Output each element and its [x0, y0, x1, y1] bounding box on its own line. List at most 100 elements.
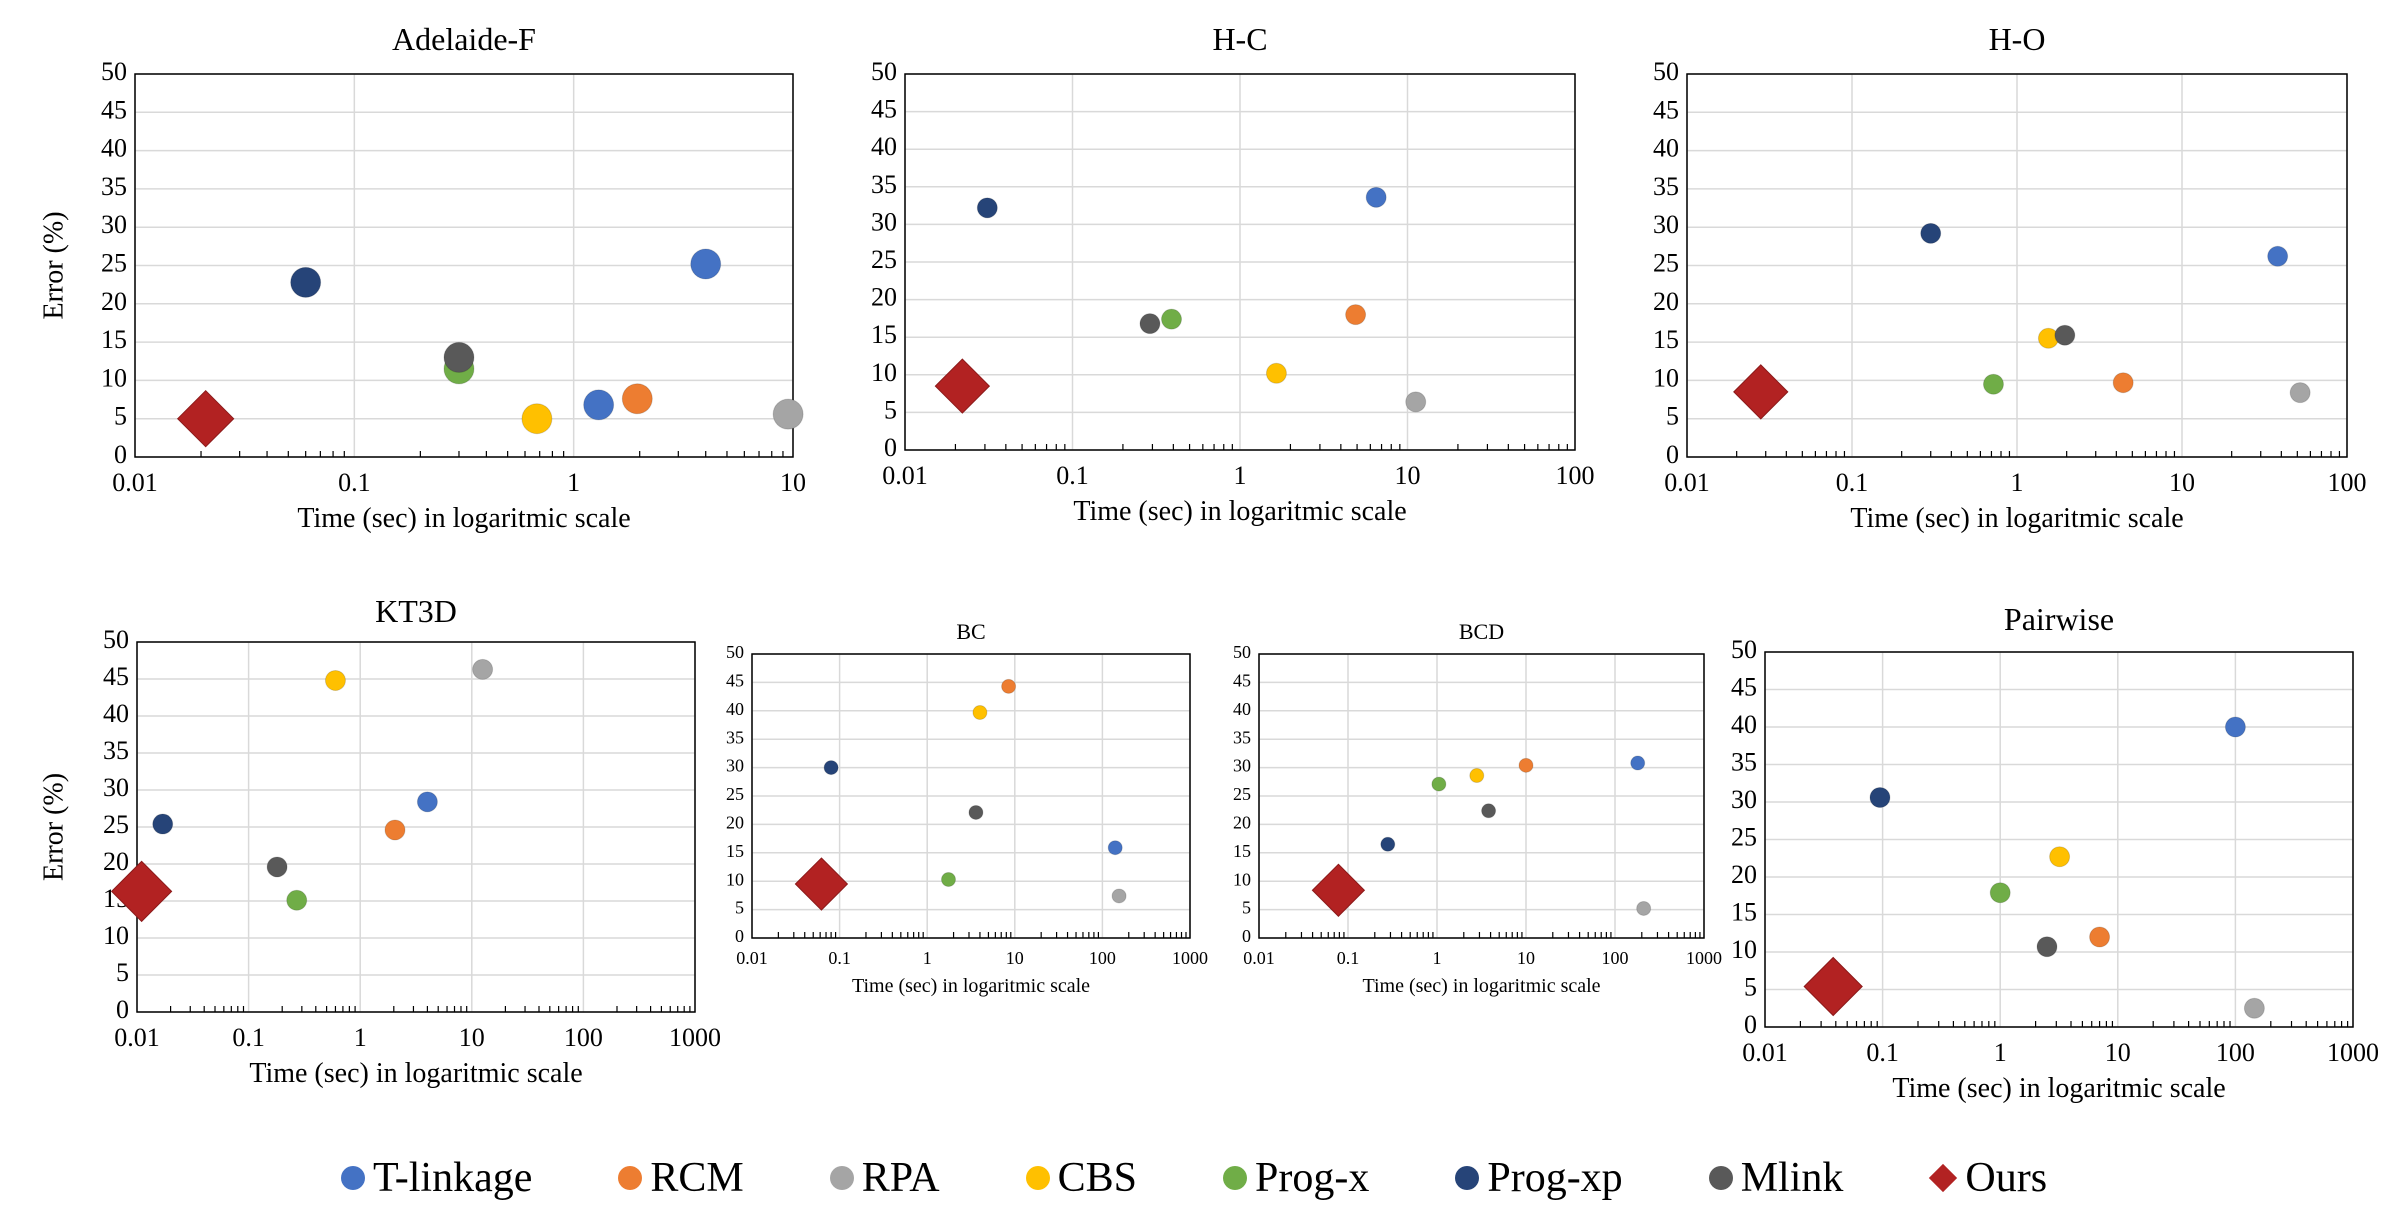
point-t-linkage: [2267, 245, 2289, 267]
y-tick-label: 10: [1233, 869, 1251, 889]
x-tick-label: 1: [1994, 1038, 2007, 1067]
chart-title: H-O: [1989, 21, 2046, 57]
legend-label-rpa: RPA: [861, 1155, 940, 1201]
y-tick-label: 30: [1653, 210, 1679, 239]
y-tick-label: 40: [1653, 134, 1679, 163]
legend-marker-prog-x: [1223, 1166, 1247, 1190]
x-tick-label: 1: [1234, 461, 1247, 490]
y-tick-label: 30: [726, 756, 744, 776]
y-tick-label: 5: [884, 395, 897, 424]
y-tick-label: 35: [1731, 747, 1757, 776]
y-tick-label: 20: [1653, 287, 1679, 316]
point-rcm: [1518, 757, 1534, 773]
point-rpa: [1111, 888, 1127, 904]
legend-marker-mlink: [1708, 1166, 1733, 1190]
point-prog-x: [1161, 308, 1183, 330]
y-axis-label: Error (%): [38, 211, 69, 319]
legend-label-rcm: RCM: [650, 1155, 744, 1201]
point-rpa: [1405, 391, 1427, 413]
y-tick-label: 50: [103, 625, 129, 654]
chart-pairwise: 0 5 10 15 20 25 30 35 40 45 50 0.01 0.1 1 10 100 1000 Pai…: [1731, 601, 2379, 1104]
point-cbs: [324, 669, 346, 691]
point-rcm: [621, 383, 653, 415]
point-t-linkage: [416, 791, 438, 813]
x-tick-label: 100: [1602, 948, 1629, 968]
x-tick-label: 1: [2011, 468, 2024, 497]
y-tick-label: 40: [101, 134, 127, 163]
y-tick-label: 25: [1653, 248, 1679, 277]
y-tick-label: 45: [1653, 95, 1679, 124]
point-rpa: [472, 658, 494, 680]
y-tick-label: 50: [871, 57, 897, 86]
point-rcm: [384, 819, 406, 841]
y-tick-label: 50: [101, 57, 127, 86]
x-tick-label: 1: [354, 1023, 367, 1052]
legend-label-cbs: CBS: [1057, 1155, 1137, 1201]
point-cbs: [1265, 362, 1287, 384]
legend-label-mlink: Mlink: [1740, 1155, 1844, 1201]
point-rpa: [2289, 382, 2311, 404]
plot-area: [904, 73, 1576, 451]
legend-marker-t-linkage: [340, 1166, 365, 1190]
legend-item-cbs: CBS: [1025, 1154, 1137, 1202]
point-mlink: [1139, 313, 1161, 335]
y-tick-label: 10: [1653, 363, 1679, 392]
x-tick-label: 0.1: [1836, 468, 1869, 497]
x-tick-label: 100: [2216, 1038, 2255, 1067]
legend-item-mlink: Mlink: [1708, 1154, 1844, 1202]
point-mlink: [968, 804, 984, 820]
point-prog-x: [940, 871, 956, 887]
y-tick-label: 20: [1731, 860, 1757, 889]
point-t-linkage: [1107, 840, 1123, 856]
legend-item-t-linkage: T-linkage: [340, 1154, 533, 1202]
x-tick-label: 0.01: [112, 468, 158, 497]
y-tick-label: 5: [735, 898, 744, 918]
y-tick-label: 20: [1233, 813, 1251, 833]
legend-item-rcm: RCM: [618, 1154, 744, 1202]
x-tick-label: 10: [780, 468, 806, 497]
x-axis-label: Time (sec) in logaritmic scale: [1850, 503, 2183, 534]
y-tick-label: 50: [1653, 57, 1679, 86]
legend-marker-rpa: [829, 1166, 854, 1190]
y-tick-label: 25: [726, 784, 744, 804]
point-prog-xp: [1920, 222, 1942, 244]
point-prog-x: [1989, 882, 2011, 904]
point-prog-x: [286, 889, 308, 911]
point-t-linkage: [583, 389, 615, 421]
y-tick-label: 45: [1731, 672, 1757, 701]
point-prog-x: [1431, 776, 1447, 792]
x-tick-label: 0.1: [1056, 461, 1089, 490]
x-tick-label: 1000: [669, 1023, 721, 1052]
chart-title: Pairwise: [2004, 601, 2114, 637]
x-tick-label: 10: [1006, 948, 1024, 968]
point-mlink: [2036, 936, 2058, 958]
y-tick-label: 20: [101, 287, 127, 316]
point-rcm: [2089, 926, 2111, 948]
y-tick-label: 45: [726, 671, 744, 691]
y-tick-label: 20: [103, 847, 129, 876]
x-tick-label: 1: [1433, 948, 1442, 968]
point-rcm: [1345, 304, 1367, 326]
legend-item-prog-xp: Prog-xp: [1455, 1154, 1623, 1202]
y-tick-label: 30: [871, 207, 897, 236]
y-tick-label: 50: [726, 642, 744, 662]
legend-label-t-linkage: T-linkage: [372, 1155, 533, 1201]
y-tick-label: 20: [726, 813, 744, 833]
y-tick-label: 10: [103, 921, 129, 950]
chart-bcd: 0 5 10 15 20 25 30 35 40 45 50 0.01 0.1 1 10 100 1000 BCD…: [1233, 619, 1722, 997]
y-tick-label: 0: [735, 926, 744, 946]
y-tick-label: 5: [116, 958, 129, 987]
y-tick-label: 10: [101, 363, 127, 392]
x-tick-label: 0.1: [1866, 1038, 1899, 1067]
y-tick-label: 0: [1666, 440, 1679, 469]
y-tick-label: 40: [103, 699, 129, 728]
y-tick-label: 10: [871, 358, 897, 387]
point-mlink: [443, 341, 475, 373]
x-tick-label: 10: [2105, 1038, 2131, 1067]
point-t-linkage: [2224, 716, 2246, 738]
y-tick-label: 0: [116, 995, 129, 1024]
x-tick-label: 100: [1089, 948, 1116, 968]
legend-label-prog-xp: Prog-xp: [1487, 1155, 1623, 1201]
y-tick-label: 5: [1242, 898, 1251, 918]
